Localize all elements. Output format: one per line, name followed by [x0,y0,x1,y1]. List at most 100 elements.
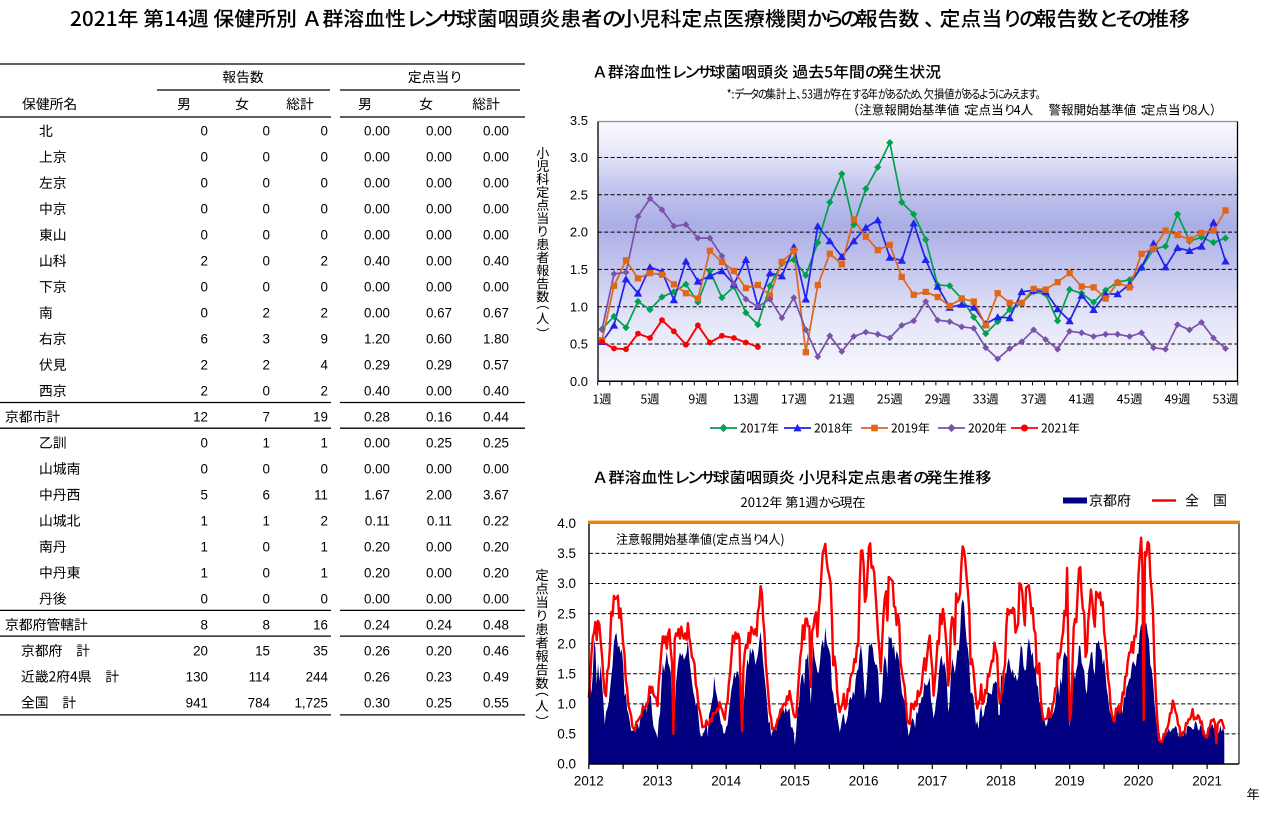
svg-text:0.00: 0.00 [364,228,390,243]
svg-text:0.30: 0.30 [364,695,390,710]
svg-text:9: 9 [321,332,328,347]
svg-text:2020: 2020 [1124,774,1154,789]
svg-text:0: 0 [201,280,208,295]
svg-text:0.00: 0.00 [426,202,452,217]
svg-text:2021: 2021 [1192,774,1222,789]
svg-text:0.49: 0.49 [483,669,509,684]
svg-text:0: 0 [263,150,270,165]
svg-text:0: 0 [321,150,328,165]
svg-text:0.16: 0.16 [426,409,452,424]
svg-text:0: 0 [263,383,270,398]
svg-text:20: 20 [193,643,208,658]
svg-text:0: 0 [201,435,208,450]
svg-text:0: 0 [201,176,208,191]
svg-text:1: 1 [321,539,328,554]
svg-text:0.40: 0.40 [483,254,509,269]
svg-text:1: 1 [201,513,208,528]
svg-text:0.24: 0.24 [364,617,391,632]
svg-text:0.00: 0.00 [483,176,509,191]
svg-text:0.20: 0.20 [483,565,509,580]
svg-text:0.25: 0.25 [483,435,509,450]
svg-text:244: 244 [306,669,329,684]
svg-text:0.00: 0.00 [364,176,390,191]
svg-text:0.20: 0.20 [364,539,390,554]
svg-text:16: 16 [313,617,328,632]
svg-text:0: 0 [321,124,328,139]
svg-text:0.00: 0.00 [426,254,452,269]
svg-text:8: 8 [263,617,270,632]
svg-text:1.67: 1.67 [364,487,390,502]
svg-text:2019: 2019 [1055,774,1085,789]
svg-text:0.00: 0.00 [364,124,390,139]
svg-text:1.0: 1.0 [570,299,588,314]
svg-text:0.55: 0.55 [483,695,509,710]
svg-text:0.00: 0.00 [364,202,390,217]
svg-text:2.5: 2.5 [570,187,588,202]
svg-text:0.00: 0.00 [426,280,452,295]
svg-text:0.0: 0.0 [557,757,576,772]
svg-text:0: 0 [201,124,208,139]
svg-text:1: 1 [263,513,270,528]
svg-text:2: 2 [201,254,208,269]
svg-text:0.25: 0.25 [426,435,452,450]
svg-text:0.29: 0.29 [426,358,452,373]
svg-text:0: 0 [263,202,270,217]
svg-text:2: 2 [263,306,270,321]
svg-text:0.44: 0.44 [483,409,510,424]
svg-text:114: 114 [249,669,271,684]
svg-text:1.0: 1.0 [557,697,576,712]
svg-text:0.48: 0.48 [483,617,509,632]
svg-text:0.26: 0.26 [364,669,390,684]
svg-text:0.26: 0.26 [364,643,390,658]
svg-text:0.00: 0.00 [426,228,452,243]
svg-text:0.00: 0.00 [364,435,390,450]
svg-text:0: 0 [201,591,208,606]
svg-text:12: 12 [193,409,208,424]
svg-text:0.67: 0.67 [483,306,509,321]
svg-text:0: 0 [201,228,208,243]
svg-text:0.57: 0.57 [483,358,509,373]
svg-text:0.60: 0.60 [426,332,452,347]
svg-text:0.40: 0.40 [364,254,390,269]
svg-text:0.00: 0.00 [483,461,509,476]
svg-text:5: 5 [201,487,208,502]
svg-text:1,725: 1,725 [294,695,328,710]
svg-text:0.29: 0.29 [364,358,390,373]
svg-text:15: 15 [255,643,270,658]
svg-text:0.5: 0.5 [570,337,588,352]
svg-text:0.11: 0.11 [365,513,390,528]
svg-text:2: 2 [201,358,208,373]
svg-text:1.5: 1.5 [570,262,588,277]
svg-text:2: 2 [321,513,328,528]
svg-text:0: 0 [263,124,270,139]
svg-text:0.67: 0.67 [426,306,452,321]
svg-text:0: 0 [263,591,270,606]
svg-text:2017: 2017 [917,774,947,789]
svg-text:4.0: 4.0 [557,516,576,531]
svg-text:0.40: 0.40 [364,383,390,398]
svg-text:0.11: 0.11 [427,513,452,528]
svg-text:0.00: 0.00 [426,565,452,580]
svg-text:1: 1 [321,435,328,450]
svg-text:6: 6 [263,487,270,502]
svg-text:0: 0 [263,461,270,476]
svg-text:0: 0 [201,202,208,217]
svg-text:0.23: 0.23 [426,669,452,684]
svg-text:19: 19 [313,409,328,424]
svg-text:2.00: 2.00 [426,487,452,502]
svg-text:0: 0 [201,306,208,321]
svg-text:2.0: 2.0 [557,636,576,651]
svg-text:0: 0 [321,176,328,191]
svg-text:2.0: 2.0 [570,225,588,240]
svg-text:941: 941 [186,695,208,710]
svg-text:0.00: 0.00 [364,591,390,606]
svg-text:2.5: 2.5 [557,606,576,621]
svg-text:0.46: 0.46 [483,643,509,658]
svg-text:1: 1 [263,435,270,450]
svg-text:0: 0 [201,150,208,165]
svg-text:0.00: 0.00 [426,124,452,139]
svg-text:0.00: 0.00 [483,124,509,139]
svg-text:0.00: 0.00 [483,228,509,243]
svg-text:3.0: 3.0 [557,576,576,591]
svg-text:0.00: 0.00 [483,202,509,217]
